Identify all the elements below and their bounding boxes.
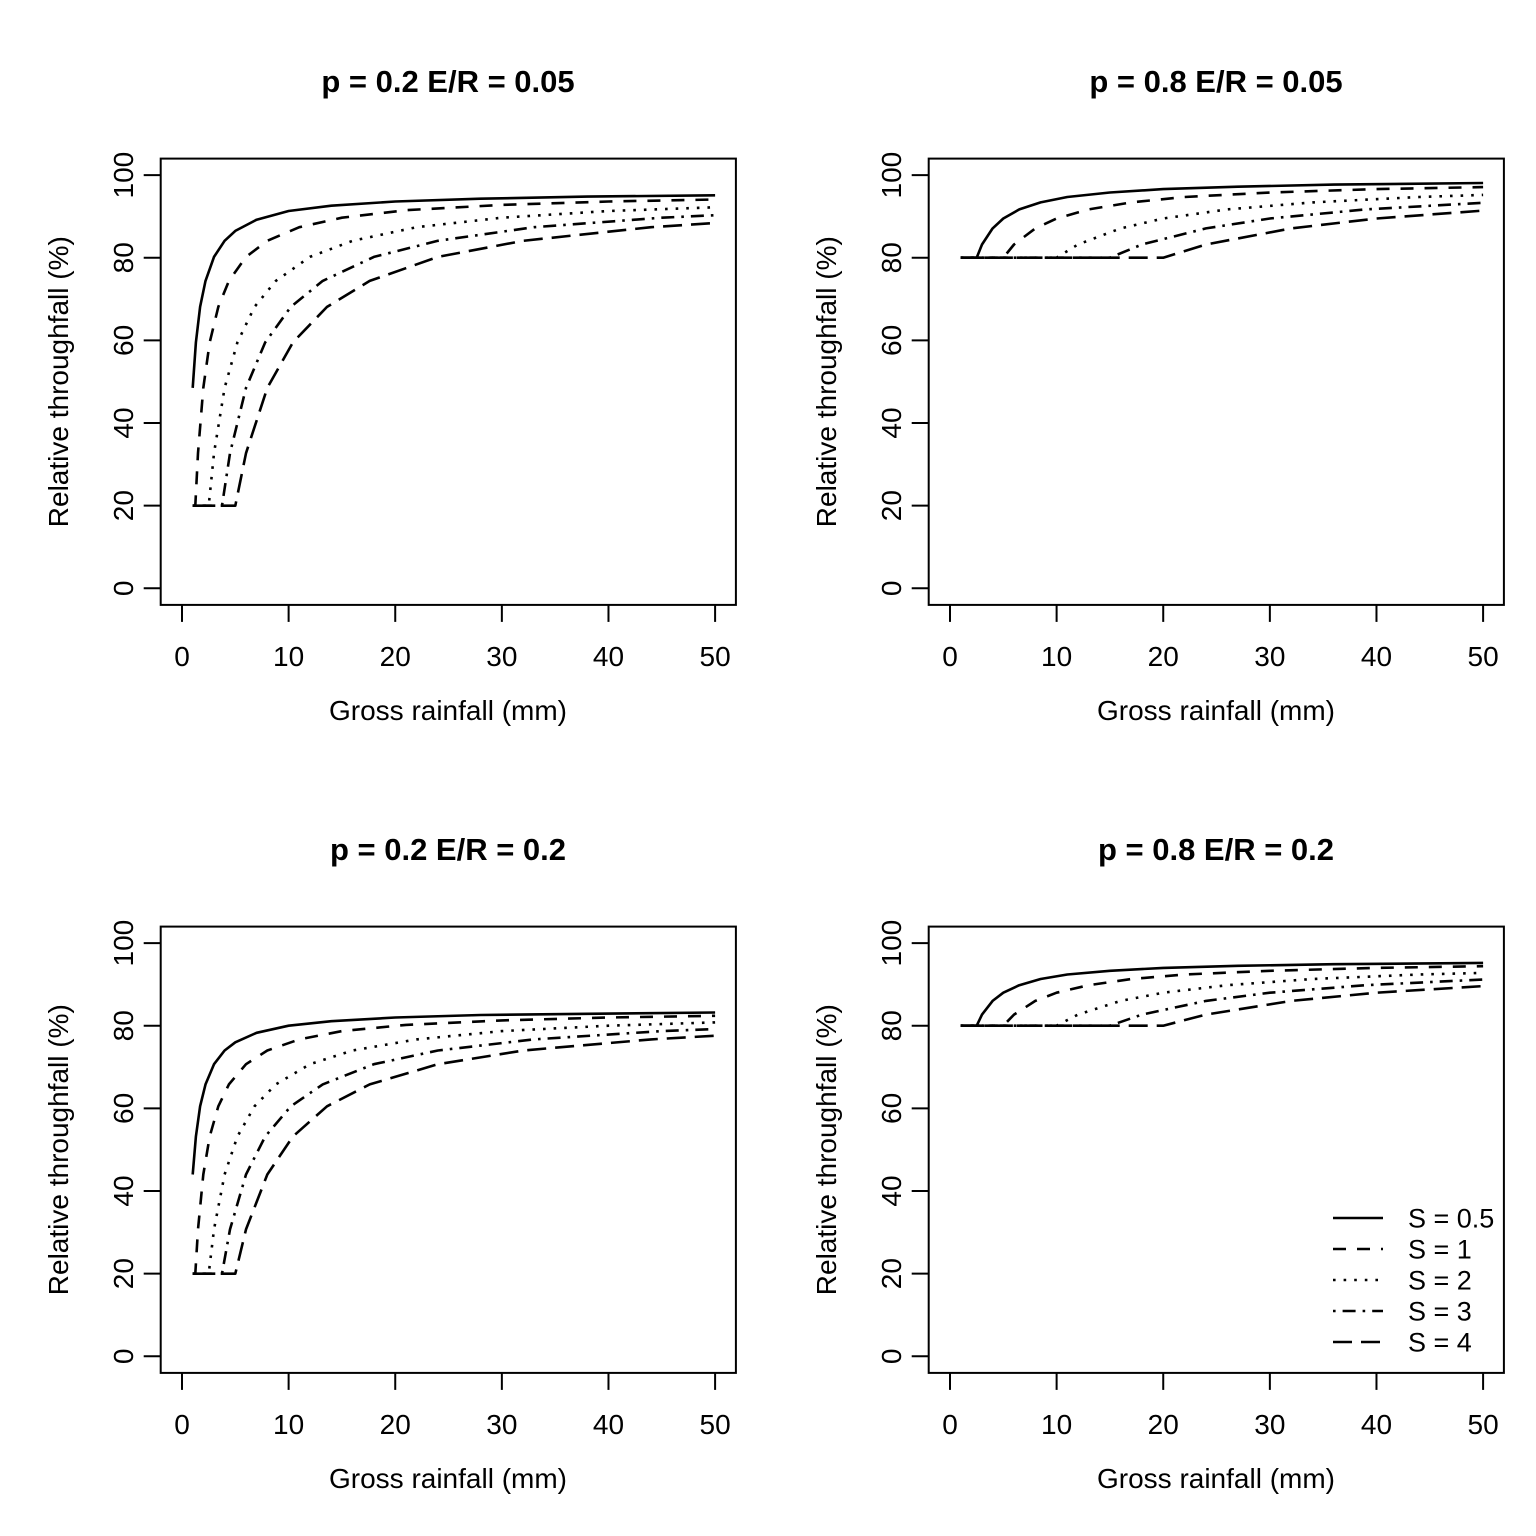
y-tick-label: 20 — [876, 1258, 907, 1289]
plot-panel-svg: p = 0.2 E/R = 0.2 0 10 20 30 40 50 0 20 40 60 80 100… — [43, 832, 737, 1494]
x-tick-label: 20 — [1148, 1409, 1179, 1440]
x-tick-label: 0 — [942, 1409, 958, 1440]
curve-dashdot-S-3 — [192, 213, 716, 507]
curve-dashed-S-1 — [960, 185, 1484, 259]
curve-dashed-S-1 — [192, 1014, 716, 1275]
legend-entry-label: S = 4 — [1408, 1328, 1472, 1358]
x-tick-label: 30 — [1254, 1409, 1285, 1440]
panel-top-right: p = 0.8 E/R = 0.05 0 10 20 30 40 50 0 20 40 60 80 10… — [768, 0, 1536, 768]
curve-dotted-S-2 — [192, 1021, 716, 1275]
x-tick-label: 10 — [1041, 641, 1072, 672]
y-tick-label: 20 — [108, 1258, 139, 1289]
y-tick-label: 80 — [108, 242, 139, 273]
y-tick-label: 60 — [876, 1093, 907, 1124]
y-tick-label: 0 — [876, 581, 907, 597]
x-tick-label: 50 — [1468, 1409, 1499, 1440]
x-axis-label: Gross rainfall (mm) — [329, 695, 567, 726]
x-tick-label: 50 — [700, 1409, 731, 1440]
y-axis-label: Relative throughfall (%) — [43, 1004, 74, 1295]
legend-entry-label: S = 3 — [1408, 1297, 1472, 1327]
x-axis-label: Gross rainfall (mm) — [329, 1463, 567, 1494]
y-tick-label: 100 — [108, 152, 139, 199]
legend: S = 0.5S = 1S = 2S = 3S = 4 — [1333, 1204, 1494, 1358]
y-tick-label: 60 — [108, 1093, 139, 1124]
y-tick-label: 40 — [108, 1175, 139, 1206]
panel-bottom-left: p = 0.2 E/R = 0.2 0 10 20 30 40 50 0 20 40 60 80 100… — [0, 768, 768, 1536]
plot-panel-svg: p = 0.8 E/R = 0.05 0 10 20 30 40 50 0 20 40 60 80 10… — [811, 64, 1505, 726]
y-tick-label: 80 — [876, 1010, 907, 1041]
y-tick-label: 0 — [108, 1349, 139, 1365]
curve-dashed-S-1 — [192, 198, 716, 507]
x-tick-label: 30 — [486, 641, 517, 672]
x-tick-label: 20 — [1148, 641, 1179, 672]
curve-dashdot-S-3 — [192, 1027, 716, 1275]
plot-box — [159, 925, 737, 1374]
y-tick-label: 100 — [876, 920, 907, 967]
curve-solid-S-0.5 — [960, 181, 1484, 259]
curve-dotted-S-2 — [960, 971, 1484, 1027]
y-tick-label: 0 — [108, 581, 139, 597]
x-tick-label: 10 — [273, 1409, 304, 1440]
x-tick-label: 50 — [1468, 641, 1499, 672]
x-tick-label: 40 — [593, 1409, 624, 1440]
x-tick-label: 50 — [700, 641, 731, 672]
curve-longdash-S-4 — [192, 221, 716, 507]
legend-entry-label: S = 0.5 — [1408, 1204, 1494, 1234]
panel-title: p = 0.8 E/R = 0.05 — [1089, 64, 1342, 99]
y-tick-label: 80 — [108, 1010, 139, 1041]
y-tick-label: 40 — [876, 407, 907, 438]
curve-longdash-S-4 — [960, 984, 1484, 1027]
y-tick-label: 40 — [876, 1175, 907, 1206]
y-axis-label: Relative throughfall (%) — [811, 1004, 842, 1295]
x-tick-label: 10 — [1041, 1409, 1072, 1440]
y-tick-label: 20 — [108, 490, 139, 521]
y-axis-label: Relative throughfall (%) — [811, 236, 842, 527]
y-tick-label: 20 — [876, 490, 907, 521]
y-axis-label: Relative throughfall (%) — [43, 236, 74, 527]
x-tick-label: 40 — [1361, 1409, 1392, 1440]
x-tick-label: 20 — [380, 641, 411, 672]
x-tick-label: 10 — [273, 641, 304, 672]
curve-dashed-S-1 — [960, 964, 1484, 1027]
plot-panel-svg: p = 0.2 E/R = 0.05 0 10 20 30 40 50 0 20 40 60 80 10… — [43, 64, 737, 726]
y-tick-label: 0 — [876, 1349, 907, 1365]
panel-top-left: p = 0.2 E/R = 0.05 0 10 20 30 40 50 0 20 40 60 80 10… — [0, 0, 768, 768]
plot-box — [159, 157, 737, 606]
panel-bottom-right: p = 0.8 E/R = 0.2 0 10 20 30 40 50 0 20 40 60 80 100… — [768, 768, 1536, 1536]
curve-dashdot-S-3 — [960, 201, 1484, 259]
x-tick-label: 30 — [486, 1409, 517, 1440]
curve-longdash-S-4 — [960, 209, 1484, 259]
curve-solid-S-0.5 — [191, 194, 716, 388]
curve-longdash-S-4 — [192, 1034, 716, 1275]
y-tick-label: 100 — [108, 920, 139, 967]
y-tick-label: 40 — [108, 407, 139, 438]
x-tick-label: 40 — [1361, 641, 1392, 672]
panel-title: p = 0.2 E/R = 0.2 — [330, 832, 566, 867]
y-tick-label: 100 — [876, 152, 907, 199]
x-axis-label: Gross rainfall (mm) — [1097, 1463, 1335, 1494]
legend-entry-label: S = 2 — [1408, 1266, 1472, 1296]
x-tick-label: 0 — [174, 1409, 190, 1440]
x-tick-label: 20 — [380, 1409, 411, 1440]
x-tick-label: 0 — [942, 641, 958, 672]
panel-title: p = 0.2 E/R = 0.05 — [321, 64, 574, 99]
y-tick-label: 60 — [108, 325, 139, 356]
x-tick-label: 40 — [593, 641, 624, 672]
curve-dotted-S-2 — [960, 193, 1484, 259]
curve-solid-S-0.5 — [191, 1011, 716, 1175]
panel-title: p = 0.8 E/R = 0.2 — [1098, 832, 1334, 867]
legend-entry-label: S = 1 — [1408, 1235, 1472, 1265]
curve-solid-S-0.5 — [960, 961, 1484, 1027]
y-tick-label: 80 — [876, 242, 907, 273]
plot-box — [927, 925, 1505, 1374]
x-axis-label: Gross rainfall (mm) — [1097, 695, 1335, 726]
x-tick-label: 0 — [174, 641, 190, 672]
curve-dotted-S-2 — [192, 206, 716, 507]
plot-box — [927, 157, 1505, 606]
y-tick-label: 60 — [876, 325, 907, 356]
x-tick-label: 30 — [1254, 641, 1285, 672]
plot-panel-svg: p = 0.8 E/R = 0.2 0 10 20 30 40 50 0 20 40 60 80 100… — [811, 832, 1505, 1494]
